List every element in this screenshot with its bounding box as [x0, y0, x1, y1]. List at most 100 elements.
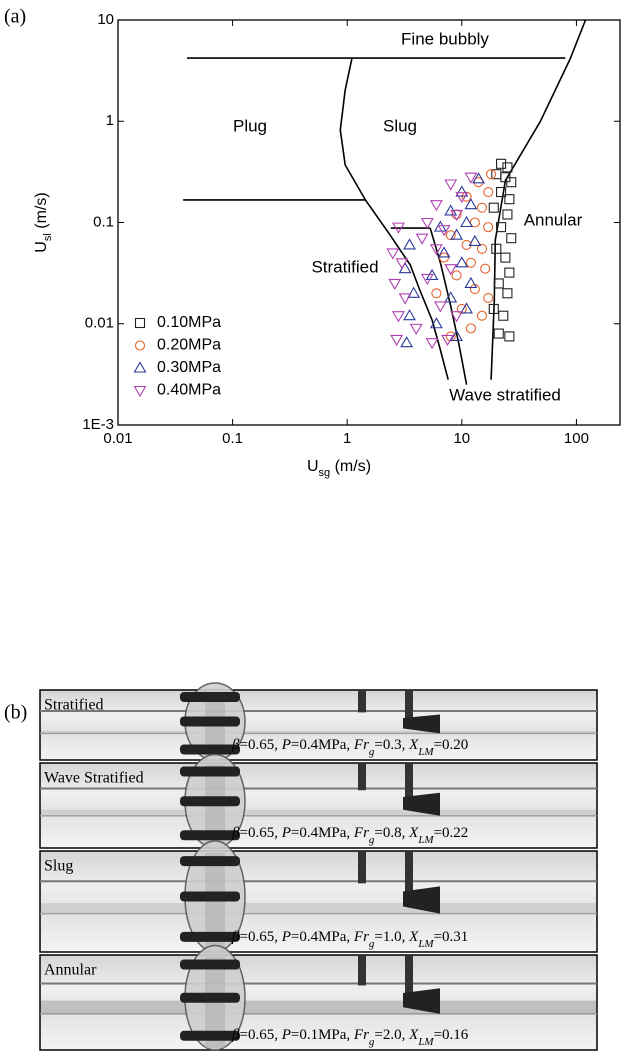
caption-part: =0.4MPa, — [291, 825, 354, 841]
data-point — [504, 331, 515, 342]
data-point — [480, 263, 491, 274]
caption-part: β — [231, 737, 240, 753]
x-tick-label: 100 — [564, 430, 589, 447]
region-label: Fine bubbly — [401, 29, 489, 48]
x-tick-label: 10 — [453, 430, 470, 447]
probe — [405, 851, 413, 897]
probe — [405, 690, 413, 722]
caption-part: LM — [417, 834, 434, 846]
caption-part: =0.4MPa, — [291, 737, 354, 753]
data-point — [392, 222, 405, 234]
data-point — [433, 220, 447, 232]
data-point — [444, 291, 458, 303]
data-point — [450, 228, 464, 240]
data-point — [476, 202, 488, 213]
caption-part: =0.20 — [434, 737, 469, 753]
legend-label: 0.10MPa — [157, 314, 221, 331]
photo-panel: Wave Stratified β=0.65, P=0.4MPa, Frg=0.8… — [39, 753, 598, 849]
data-point — [500, 252, 511, 263]
data-point — [502, 162, 513, 173]
data-point — [420, 217, 434, 230]
caption-part: =0.16 — [434, 1027, 469, 1043]
y-tick-label: 1E-3 — [82, 416, 114, 433]
bolt — [180, 716, 240, 727]
legend-label: 0.30MPa — [157, 359, 221, 376]
photo-panel: Stratified β=0.65, P=0.4MPa, Frg=0.3, XLM… — [39, 682, 598, 761]
data-point — [476, 243, 488, 254]
data-point — [496, 222, 507, 233]
legend-marker — [133, 385, 147, 398]
y-axis-label-part: (m/s) — [33, 192, 50, 233]
region-label: Slug — [383, 116, 417, 135]
probe — [405, 955, 413, 998]
data-point — [429, 200, 443, 212]
caption-part: =0.65, — [239, 825, 281, 841]
data-point — [491, 169, 502, 180]
data-point — [433, 301, 447, 313]
x-axis-label-part: U — [307, 458, 319, 475]
photo-panel: Slug β=0.65, P=0.4MPa, Frg=1.0, XLM=0.31 — [39, 840, 598, 953]
caption-part: =2.0, — [374, 1027, 409, 1043]
region-label: Stratified — [311, 257, 378, 276]
data-point — [493, 328, 504, 339]
caption-part: X — [408, 737, 419, 753]
bolt — [180, 856, 240, 867]
data-point — [502, 209, 513, 220]
bolt — [180, 992, 240, 1003]
data-point — [444, 264, 458, 276]
data-point — [437, 246, 451, 258]
data-point — [403, 309, 417, 321]
data-point — [429, 244, 443, 256]
series — [398, 172, 486, 348]
caption-part: P — [281, 1027, 291, 1043]
series — [431, 169, 497, 342]
data-point — [488, 202, 499, 213]
caption-part: LM — [417, 938, 434, 950]
series — [488, 158, 517, 342]
probe — [358, 763, 366, 791]
caption-part: P — [281, 929, 291, 945]
caption-part: =0.65, — [239, 929, 281, 945]
photo-label: Stratified — [44, 697, 104, 714]
photo-label: Wave Stratified — [44, 770, 144, 787]
data-point — [395, 258, 409, 270]
data-point — [455, 256, 469, 268]
panel-label: (b) — [4, 702, 27, 724]
photo-label: Annular — [44, 962, 97, 979]
y-tick-label: 10 — [97, 11, 114, 28]
probe-tip — [403, 714, 440, 734]
caption-part: g — [369, 938, 375, 950]
caption-part: Fr — [353, 737, 369, 753]
data-point — [496, 158, 507, 169]
data-point — [483, 292, 494, 303]
y-axis-label: Usl (m/s) — [33, 192, 54, 252]
data-point — [465, 257, 476, 268]
caption-part: g — [369, 834, 375, 846]
bolt — [180, 891, 240, 902]
bolt — [180, 1030, 240, 1041]
photo-label: Slug — [44, 858, 73, 875]
caption-part: =1.0, — [374, 929, 409, 945]
data-point — [460, 302, 474, 314]
caption-part: =0.65, — [239, 737, 281, 753]
caption-part: β — [231, 825, 240, 841]
liquid — [41, 809, 596, 816]
caption-part: =0.4MPa, — [291, 929, 354, 945]
caption-part: β — [231, 929, 240, 945]
caption-part: X — [408, 1027, 419, 1043]
data-point — [472, 172, 486, 184]
legend-label: 0.40MPa — [157, 382, 221, 399]
caption-part: =0.8, — [374, 825, 409, 841]
probe-tip — [403, 988, 440, 1014]
x-axis-label-part: sg — [319, 467, 331, 479]
caption-part: =0.3, — [374, 737, 409, 753]
data-point — [498, 310, 509, 321]
data-point — [431, 288, 442, 299]
photo-caption: β=0.65, P=0.4MPa, Frg=0.8, XLM=0.22 — [231, 825, 468, 845]
data-point — [468, 234, 482, 246]
x-tick-label: 1 — [343, 430, 351, 447]
data-point — [506, 177, 517, 188]
data-point — [437, 225, 451, 237]
region-label: Plug — [233, 116, 267, 135]
bolt — [180, 959, 240, 970]
